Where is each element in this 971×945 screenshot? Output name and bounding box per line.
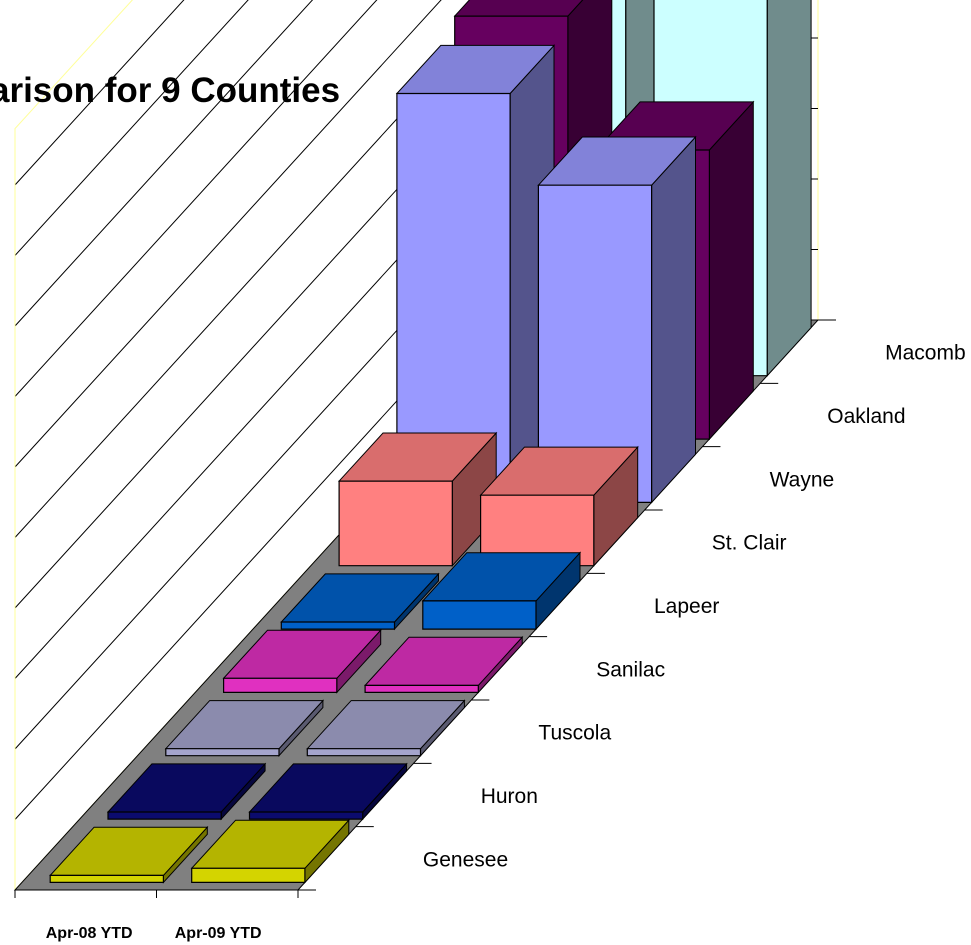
category-label: Huron [481, 785, 538, 808]
category-label: Tuscola [538, 722, 611, 745]
bar-st-clair-apr08 [338, 480, 453, 567]
category-label: Macomb [885, 342, 966, 365]
bar-genesee-apr08 [49, 874, 164, 884]
gridline [14, 0, 249, 256]
bar-huron-apr08 [107, 811, 222, 820]
gridline [14, 0, 314, 327]
bar-tuscola-apr08 [165, 748, 280, 757]
bar-oakland-apr09-side [708, 100, 754, 441]
category-label: Lapeer [654, 595, 719, 618]
category-label: Sanilac [596, 658, 665, 681]
series-labels: Apr-08 YTD Apr-09 YTD [46, 925, 262, 942]
category-labels: Genesee Huron Tuscola Sanilac Lapeer St. Clai… [423, 342, 966, 872]
category-label: St. Clair [712, 532, 787, 555]
bar-tuscola-apr09 [306, 748, 422, 757]
gridline [14, 0, 507, 538]
bar-genesee-apr09 [191, 867, 306, 884]
bar-sanilac-apr08 [223, 677, 338, 694]
bar-macomb-apr09-side [766, 0, 812, 377]
bar-sanilac-apr09 [364, 684, 479, 694]
series-label: Apr-09 YTD [175, 925, 262, 942]
gridline [14, 0, 378, 397]
category-label: Oakland [827, 405, 905, 428]
bar-lapeer-apr09 [422, 600, 537, 630]
category-label: Genesee [423, 848, 508, 871]
bar-lapeer-apr08 [280, 621, 396, 630]
category-label: Wayne [770, 468, 835, 491]
chart-bars [49, 0, 812, 884]
series-label: Apr-08 YTD [46, 925, 133, 942]
bar-wayne-apr09-side [651, 135, 696, 504]
gridline [14, 0, 442, 468]
bar-huron-apr09 [248, 811, 364, 820]
chart-title: arison for 9 Counties [0, 71, 340, 110]
